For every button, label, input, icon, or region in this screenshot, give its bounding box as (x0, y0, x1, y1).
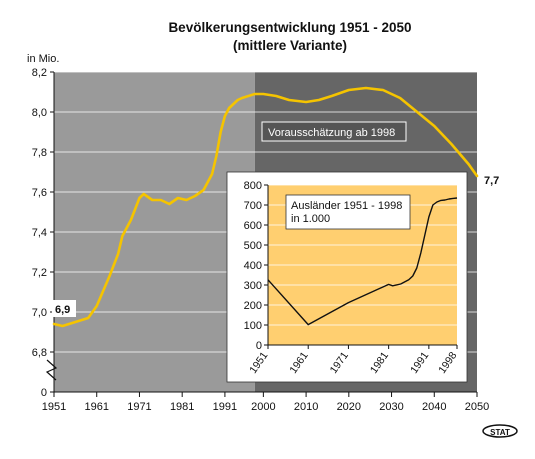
x-tick-label: 1951 (42, 401, 66, 413)
svg-text:6,9: 6,9 (55, 304, 70, 316)
y-tick-label: 7,6 (32, 187, 47, 199)
x-tick-label: 1971 (127, 401, 151, 413)
y-tick-label: 8,0 (32, 107, 47, 119)
inset-title-line: in 1.000 (291, 213, 330, 225)
y-tick-label: 0 (41, 387, 47, 399)
inset-title-line: Ausländer 1951 - 1998 (291, 200, 402, 212)
x-tick-label: 2020 (337, 401, 361, 413)
end-value-label: 7,7 (484, 175, 499, 187)
inset-chart-title: Ausländer 1951 - 1998 in 1.000 (285, 194, 411, 230)
chart-title: Bevölkerungsentwicklung 1951 - 2050 (168, 20, 411, 35)
forecast-annotation: Vorausschätzung ab 1998 (261, 121, 407, 142)
inset-y-tick-label: 500 (244, 240, 262, 252)
y-axis-unit-label: in Mio. (27, 53, 59, 65)
inset-y-tick-label: 600 (244, 220, 262, 232)
x-tick-label: 2000 (251, 401, 275, 413)
inset-chart-series (267, 197, 458, 326)
y-axis-break (45, 359, 58, 381)
x-tick-label: 2040 (422, 401, 446, 413)
start-value-label: 6,9 (52, 300, 76, 317)
x-tick-label: 2050 (465, 401, 489, 413)
inset-y-tick-label: 100 (244, 320, 262, 332)
y-tick-label: 7,4 (32, 227, 47, 239)
inset-y-tick-label: 0 (256, 340, 262, 352)
y-tick-label: 7,8 (32, 147, 47, 159)
x-tick-label: 1991 (213, 401, 237, 413)
x-tick-label: 2010 (294, 401, 318, 413)
x-tick-label: 2030 (379, 401, 403, 413)
population-line (52, 86, 479, 328)
y-tick-label: 6,8 (32, 347, 47, 359)
y-tick-label: 8,2 (32, 67, 47, 79)
inset-y-tick-label: 300 (244, 280, 262, 292)
stat-logo: STAT (482, 424, 518, 438)
inset-y-tick-label: 800 (244, 180, 262, 192)
foreigners-line (267, 197, 458, 326)
x-tick-label: 1961 (84, 401, 108, 413)
x-tick-label: 1981 (170, 401, 194, 413)
main-chart-axes: 0 6,8 7,0 7,2 7,4 7,6 7,8 8,0 8,2 1951 1961 1971 198… (32, 67, 490, 413)
main-chart-series (52, 86, 479, 328)
y-tick-label: 7,0 (32, 307, 47, 319)
y-tick-label: 7,2 (32, 267, 47, 279)
svg-text:Vorausschätzung ab 1998: Vorausschätzung ab 1998 (268, 127, 395, 139)
chart-subtitle: (mittlere Variante) (233, 38, 347, 53)
svg-text:STAT: STAT (490, 428, 510, 437)
inset-y-tick-label: 400 (244, 260, 262, 272)
inset-y-tick-label: 700 (244, 200, 262, 212)
inset-y-tick-label: 200 (244, 300, 262, 312)
